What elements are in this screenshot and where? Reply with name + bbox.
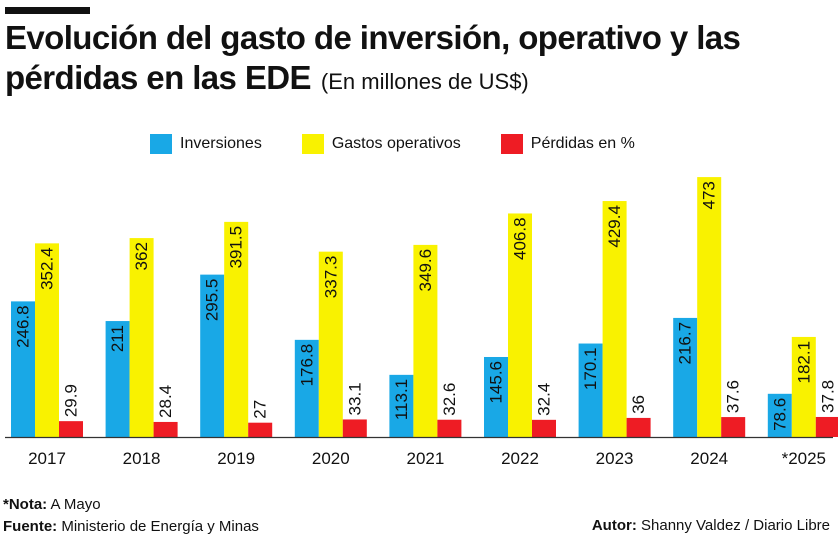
chart-title: Evolución del gasto de inversión, operat…: [5, 18, 835, 102]
legend-swatch-gastos: [301, 134, 324, 154]
legend-item-gastos: Gastos operativos: [301, 134, 461, 154]
source-text: Ministerio de Energía y Minas: [61, 518, 259, 535]
data-label-perdidas: 33.1: [345, 382, 364, 415]
data-label-perdidas: 37.6: [724, 380, 743, 413]
source-label: Fuente:: [3, 518, 58, 535]
x-tick-label: *2025: [782, 449, 826, 468]
author-text: Shanny Valdez / Diario Libre: [641, 517, 830, 534]
data-label-inversiones: 113.1: [392, 379, 411, 420]
bar-perdidas: [437, 419, 462, 437]
bar-gastos: [224, 221, 249, 437]
data-label-inversiones: 170.1: [581, 348, 600, 391]
data-label-gastos: 406.8: [511, 217, 530, 260]
note-label: *Nota:: [3, 496, 48, 513]
source-line: Fuente: Ministerio de Energía y Minas: [3, 516, 259, 538]
bar-inversiones: [200, 274, 225, 437]
x-tick-label: 2020: [312, 449, 350, 468]
data-label-gastos: 337.3: [321, 256, 340, 299]
data-label-perdidas: 36: [629, 395, 648, 414]
bar-gastos: [791, 336, 816, 437]
legend-item-inversiones: Inversiones: [150, 134, 262, 154]
bar-inversiones: [11, 301, 35, 437]
x-tick-label: 2022: [501, 449, 539, 468]
bar-inversiones: [767, 393, 792, 437]
note-text: A Mayo: [50, 496, 101, 513]
footnotes: *Nota: A Mayo Fuente: Ministerio de Ener…: [3, 494, 259, 538]
bar-inversiones: [294, 339, 319, 437]
x-tick-label: 2017: [28, 449, 66, 468]
bar-gastos: [129, 238, 154, 437]
x-tick-label: 2021: [406, 449, 444, 468]
data-label-inversiones: 176.8: [297, 344, 316, 387]
data-label-gastos: 429.4: [605, 205, 624, 248]
bar-perdidas: [815, 416, 838, 437]
bar-perdidas: [342, 419, 367, 437]
author-label: Autor:: [591, 517, 637, 534]
author-credit: Autor: Shanny Valdez / Diario Libre: [592, 516, 830, 536]
data-label-inversiones: 211: [108, 325, 127, 352]
legend-label-inversiones: Inversiones: [180, 135, 262, 152]
bar-perdidas: [532, 419, 556, 437]
bar-gastos: [697, 177, 722, 438]
data-label-perdidas: 29.9: [62, 384, 81, 417]
chart-unit: (En millones de US$): [320, 69, 529, 94]
data-label-inversiones: 145.6: [487, 361, 506, 404]
bar-perdidas: [626, 417, 651, 437]
legend: Inversiones Gastos operativos Pérdidas e…: [150, 132, 675, 156]
data-label-gastos: 391.5: [227, 226, 246, 269]
x-tick-label: 2023: [596, 449, 634, 468]
legend-swatch-perdidas: [500, 134, 523, 154]
bar-inversiones: [673, 317, 698, 437]
data-label-gastos: 182.1: [794, 341, 813, 384]
data-label-perdidas: 27: [251, 400, 270, 419]
bar-inversiones: [105, 321, 130, 437]
bar-perdidas: [153, 421, 178, 437]
bar-gastos: [602, 201, 627, 437]
x-tick-label: 2024: [690, 449, 728, 468]
data-label-perdidas: 28.4: [156, 385, 175, 418]
bar-inversiones: [578, 343, 603, 437]
data-label-inversiones: 295.5: [203, 279, 222, 322]
data-label-perdidas: 32.6: [440, 383, 459, 416]
bar-chart: 246.8 352.4 29.9 2017 211 362 28.4 2018 295.5 391…: [5, 177, 838, 468]
bar-gastos: [508, 213, 532, 437]
bar-inversiones: [389, 374, 414, 437]
note-line: *Nota: A Mayo: [3, 494, 259, 516]
legend-swatch-inversiones: [150, 134, 172, 154]
data-label-inversiones: 246.8: [14, 305, 33, 348]
legend-item-perdidas: Pérdidas en %: [500, 134, 635, 154]
bar-perdidas: [721, 417, 746, 437]
bar-gastos: [413, 244, 438, 437]
bar-inversiones: [484, 356, 508, 437]
chart-title-text: Evolución del gasto de inversión, operat…: [5, 19, 741, 96]
data-label-gastos: 352.4: [38, 247, 57, 290]
title-accent-bar: [5, 7, 90, 14]
data-label-gastos: 349.6: [416, 249, 435, 292]
data-label-perdidas: 37.8: [818, 380, 837, 413]
data-label-inversiones: 216.7: [676, 322, 695, 365]
bar-perdidas: [59, 421, 83, 437]
x-tick-label: 2019: [217, 449, 255, 468]
data-label-gastos: 473: [700, 181, 719, 209]
legend-label-perdidas: Pérdidas en %: [530, 135, 635, 152]
data-label-gastos: 362: [132, 242, 151, 270]
x-tick-label: 2018: [123, 449, 161, 468]
data-label-perdidas: 32.4: [535, 383, 554, 416]
data-label-inversiones: 78.6: [770, 398, 789, 431]
bar-perdidas: [248, 422, 273, 437]
legend-label-gastos: Gastos operativos: [331, 135, 461, 152]
bar-gastos: [35, 243, 59, 437]
bar-gastos: [318, 251, 343, 437]
